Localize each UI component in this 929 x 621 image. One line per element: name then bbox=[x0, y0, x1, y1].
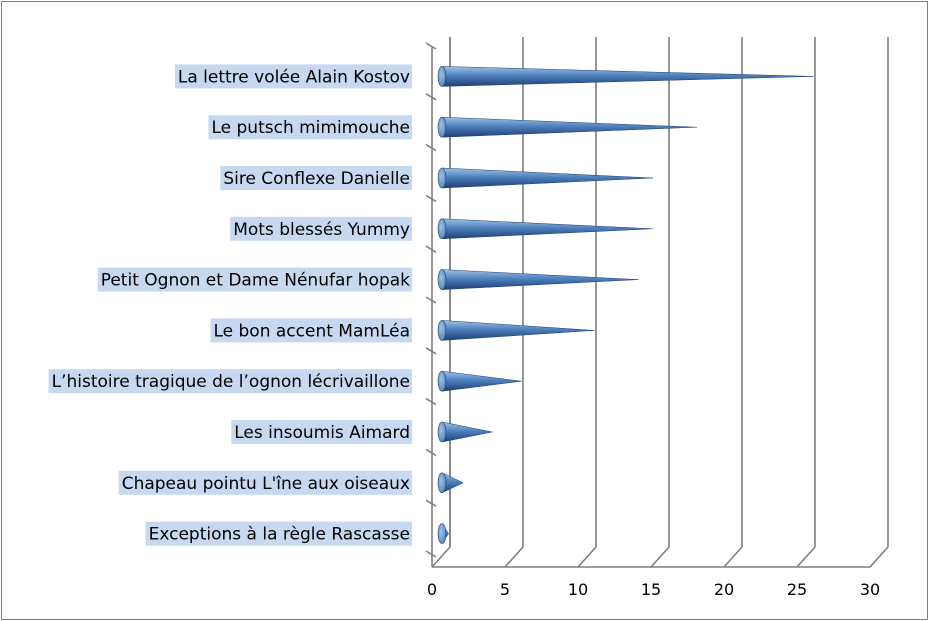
x-tick-labels: 0 5 10 15 20 25 30 bbox=[427, 580, 880, 599]
x-tick-label: 15 bbox=[641, 580, 661, 599]
category-label-highlight bbox=[97, 267, 413, 292]
floor-gridline bbox=[431, 546, 451, 568]
category-label: Les insoumis Aimard bbox=[234, 423, 410, 443]
bar-cone bbox=[437, 269, 639, 290]
category-tick bbox=[425, 448, 437, 457]
floor-gridline bbox=[504, 546, 524, 568]
category-label-highlight bbox=[174, 64, 412, 89]
axes bbox=[425, 37, 870, 568]
x-tick-label: 10 bbox=[568, 580, 588, 599]
x-tick-label: 20 bbox=[714, 580, 734, 599]
category-tick bbox=[425, 245, 437, 253]
bar-cone bbox=[437, 421, 493, 443]
category-tick bbox=[425, 499, 437, 507]
floor-gridline bbox=[650, 546, 670, 568]
category-tick bbox=[425, 397, 437, 406]
category-tick bbox=[425, 143, 437, 152]
category-tick bbox=[425, 347, 437, 355]
category-label-highlight bbox=[208, 115, 412, 140]
x-tick-label: 25 bbox=[787, 580, 807, 599]
bar-cone bbox=[437, 66, 814, 87]
category-label: Petit Ognon et Dame Nénufar hopak bbox=[101, 271, 410, 291]
category-label-highlight bbox=[210, 318, 412, 343]
floor-gridline bbox=[723, 546, 743, 568]
category-label: Le bon accent MamLéa bbox=[213, 321, 410, 341]
category-label: La lettre volée Alain Kostov bbox=[178, 67, 410, 87]
category-label: Exceptions à la règle Rascasse bbox=[149, 525, 410, 545]
category-labels: La lettre volée Alain Kostov Le putsch mi… bbox=[48, 64, 413, 546]
gridlines bbox=[431, 37, 889, 568]
category-label: Chapeau pointu L'îne aux oiseaux bbox=[122, 474, 410, 494]
category-label: Sire Conflexe Danielle bbox=[223, 169, 410, 189]
bar-cone bbox=[437, 218, 654, 240]
category-label-highlight bbox=[145, 521, 412, 546]
category-label-highlight bbox=[220, 166, 412, 190]
bar-cone bbox=[437, 167, 654, 189]
category-label-highlight bbox=[118, 470, 412, 495]
x-tick-label: 0 bbox=[427, 580, 437, 599]
category-label-highlight bbox=[230, 216, 412, 241]
floor-gridline bbox=[577, 546, 597, 568]
category-label-highlight bbox=[231, 420, 412, 444]
bars bbox=[437, 66, 814, 545]
category-label-highlight bbox=[48, 369, 412, 394]
category-label: L’histoire tragique de l’ognon lécrivail… bbox=[52, 372, 410, 392]
category-tick bbox=[425, 194, 437, 203]
category-label: Mots blessés Yummy bbox=[233, 220, 410, 240]
x-tick-label: 5 bbox=[500, 580, 510, 599]
bar-cone bbox=[437, 522, 449, 545]
category-tick bbox=[425, 93, 437, 101]
bar-cone bbox=[437, 370, 522, 392]
bar-cone bbox=[437, 320, 595, 341]
x-tick-label: 30 bbox=[860, 580, 880, 599]
floor-gridline bbox=[796, 546, 816, 568]
floor-gridline bbox=[869, 546, 889, 568]
category-tick bbox=[425, 296, 437, 304]
bar-cone bbox=[437, 116, 697, 138]
category-tick bbox=[425, 550, 437, 558]
bar-cone bbox=[437, 472, 464, 494]
category-tick bbox=[425, 42, 437, 50]
category-label: Le putsch mimimouche bbox=[211, 118, 410, 138]
